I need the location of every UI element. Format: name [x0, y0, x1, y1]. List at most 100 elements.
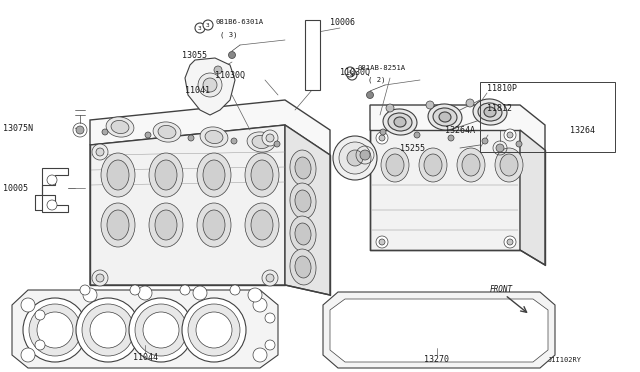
Circle shape [386, 104, 394, 112]
Text: 15255: 15255 [400, 144, 425, 153]
Ellipse shape [290, 249, 316, 285]
Polygon shape [520, 130, 545, 265]
Circle shape [193, 286, 207, 300]
Circle shape [253, 348, 267, 362]
Circle shape [35, 310, 45, 320]
Circle shape [80, 285, 90, 295]
Circle shape [482, 138, 488, 144]
Ellipse shape [155, 210, 177, 240]
Ellipse shape [247, 132, 275, 152]
Polygon shape [90, 125, 285, 285]
Ellipse shape [107, 160, 129, 190]
Circle shape [376, 132, 388, 144]
Ellipse shape [111, 121, 129, 134]
Circle shape [339, 142, 371, 174]
Ellipse shape [478, 103, 502, 121]
Circle shape [188, 135, 194, 141]
Circle shape [516, 141, 522, 147]
Text: 11044: 11044 [132, 353, 157, 362]
Circle shape [380, 129, 386, 135]
Circle shape [37, 312, 73, 348]
Circle shape [253, 298, 267, 312]
Circle shape [214, 66, 222, 74]
Text: 13270: 13270 [424, 356, 449, 365]
Ellipse shape [252, 135, 270, 148]
Text: 13055: 13055 [182, 51, 207, 60]
Circle shape [345, 67, 355, 77]
Circle shape [102, 129, 108, 135]
Text: 13264A: 13264A [445, 125, 475, 135]
Ellipse shape [295, 256, 311, 278]
Circle shape [265, 313, 275, 323]
Circle shape [333, 136, 377, 180]
Circle shape [426, 101, 434, 109]
Polygon shape [285, 125, 330, 295]
Ellipse shape [251, 160, 273, 190]
Ellipse shape [106, 117, 134, 137]
Circle shape [92, 270, 108, 286]
Ellipse shape [439, 112, 451, 122]
Circle shape [228, 51, 236, 58]
Ellipse shape [158, 125, 176, 138]
Text: 11030Q: 11030Q [340, 67, 370, 77]
Circle shape [35, 340, 45, 350]
Ellipse shape [295, 223, 311, 245]
Ellipse shape [290, 150, 316, 186]
Ellipse shape [484, 107, 496, 117]
Circle shape [379, 135, 385, 141]
Circle shape [360, 150, 370, 160]
Ellipse shape [295, 157, 311, 179]
Text: 11812: 11812 [487, 103, 512, 112]
Text: ( 2): ( 2) [368, 77, 385, 83]
Circle shape [266, 134, 274, 142]
Circle shape [23, 298, 87, 362]
Ellipse shape [290, 216, 316, 252]
Ellipse shape [386, 154, 404, 176]
Polygon shape [305, 20, 320, 90]
Ellipse shape [245, 203, 279, 247]
Text: 081B6-6301A: 081B6-6301A [215, 19, 263, 25]
Ellipse shape [149, 203, 183, 247]
Ellipse shape [495, 148, 523, 182]
Ellipse shape [155, 160, 177, 190]
Ellipse shape [433, 108, 457, 126]
Text: 11041: 11041 [185, 86, 210, 94]
Polygon shape [42, 168, 68, 212]
Ellipse shape [500, 154, 518, 176]
Circle shape [188, 304, 240, 356]
Circle shape [182, 298, 246, 362]
Ellipse shape [388, 113, 412, 131]
Circle shape [231, 138, 237, 144]
Circle shape [143, 312, 179, 348]
Ellipse shape [419, 148, 447, 182]
Circle shape [76, 298, 140, 362]
Ellipse shape [153, 122, 181, 142]
Circle shape [274, 141, 280, 147]
Circle shape [21, 298, 35, 312]
Ellipse shape [197, 203, 231, 247]
Text: 13264: 13264 [570, 125, 595, 135]
Circle shape [196, 312, 232, 348]
Text: 11030Q: 11030Q [215, 71, 245, 80]
Polygon shape [370, 130, 520, 250]
Circle shape [507, 132, 513, 138]
Circle shape [230, 285, 240, 295]
Polygon shape [90, 100, 330, 155]
Text: 13075N: 13075N [3, 124, 33, 132]
Circle shape [496, 144, 504, 152]
Circle shape [203, 20, 213, 30]
Ellipse shape [428, 104, 462, 130]
Circle shape [21, 348, 35, 362]
Ellipse shape [295, 190, 311, 212]
Ellipse shape [381, 148, 409, 182]
Ellipse shape [457, 148, 485, 182]
Polygon shape [370, 105, 545, 150]
Circle shape [262, 130, 278, 146]
Text: 4: 4 [348, 70, 352, 74]
Circle shape [82, 304, 134, 356]
Polygon shape [323, 292, 555, 368]
Circle shape [29, 304, 81, 356]
Text: 11810P: 11810P [487, 83, 517, 93]
Ellipse shape [197, 153, 231, 197]
Ellipse shape [149, 153, 183, 197]
